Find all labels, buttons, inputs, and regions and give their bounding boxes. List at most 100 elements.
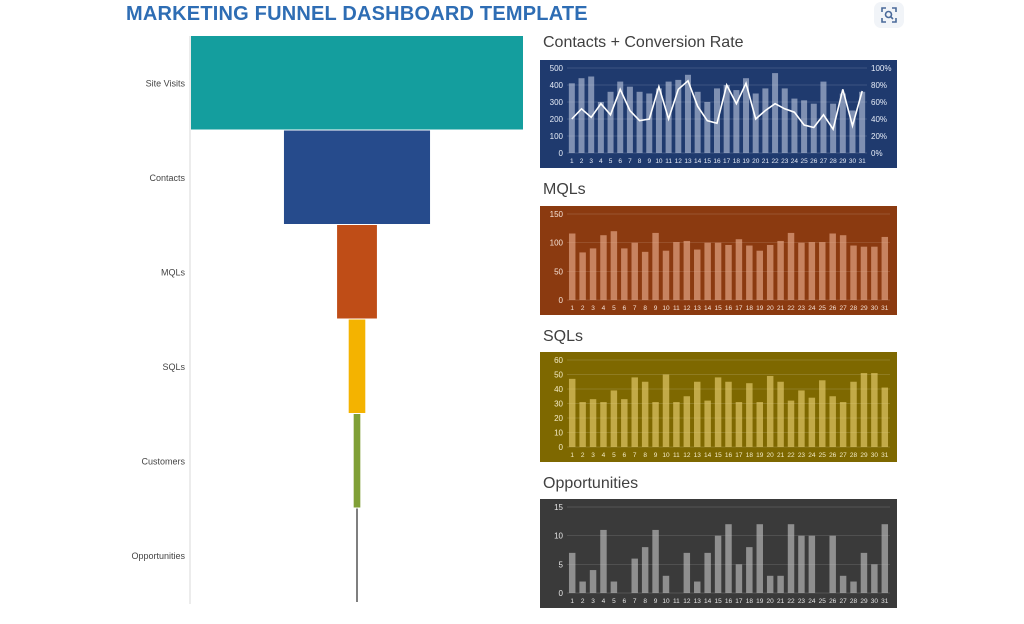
x-tick-label: 31 bbox=[881, 452, 889, 459]
x-tick-label: 28 bbox=[830, 158, 838, 165]
funnel-bar bbox=[356, 508, 358, 602]
x-tick-label: 21 bbox=[777, 305, 785, 312]
x-tick-label: 14 bbox=[704, 452, 712, 459]
y2-tick-label: 80% bbox=[871, 81, 887, 90]
bar bbox=[636, 91, 643, 153]
bar bbox=[798, 535, 805, 593]
bar bbox=[631, 377, 638, 447]
x-tick-label: 17 bbox=[735, 598, 743, 605]
x-tick-label: 4 bbox=[599, 158, 603, 165]
bar bbox=[850, 245, 857, 300]
x-tick-label: 30 bbox=[871, 598, 879, 605]
x-tick-label: 15 bbox=[704, 158, 712, 165]
y-tick-label: 500 bbox=[550, 64, 564, 73]
x-tick-label: 21 bbox=[777, 598, 785, 605]
bar bbox=[871, 246, 878, 300]
bar bbox=[762, 88, 769, 153]
x-tick-label: 16 bbox=[713, 158, 721, 165]
x-tick-label: 29 bbox=[860, 305, 868, 312]
x-tick-label: 13 bbox=[684, 158, 692, 165]
x-tick-label: 19 bbox=[756, 598, 764, 605]
x-tick-label: 2 bbox=[581, 598, 585, 605]
y-tick-label: 0 bbox=[559, 149, 564, 158]
x-tick-label: 28 bbox=[850, 452, 858, 459]
x-tick-label: 6 bbox=[622, 305, 626, 312]
bar bbox=[859, 91, 866, 153]
bar bbox=[839, 575, 847, 593]
bar bbox=[694, 581, 701, 593]
funnel-bar bbox=[283, 130, 431, 224]
x-tick-label: 4 bbox=[602, 452, 606, 459]
bar bbox=[860, 373, 868, 447]
bar bbox=[631, 242, 638, 300]
x-tick-label: 1 bbox=[570, 305, 574, 312]
y-tick-label: 50 bbox=[554, 371, 563, 380]
mqls-chart-title: MQLs bbox=[543, 181, 586, 198]
x-tick-label: 19 bbox=[756, 305, 764, 312]
x-tick-label: 17 bbox=[723, 158, 731, 165]
x-tick-label: 17 bbox=[735, 305, 743, 312]
y2-tick-label: 40% bbox=[871, 115, 887, 124]
bar bbox=[641, 251, 649, 300]
bar bbox=[631, 558, 638, 593]
funnel-bar bbox=[353, 414, 361, 508]
bar bbox=[787, 400, 795, 447]
x-tick-label: 6 bbox=[618, 158, 622, 165]
x-tick-label: 2 bbox=[580, 158, 584, 165]
x-tick-label: 17 bbox=[735, 452, 743, 459]
x-tick-label: 5 bbox=[612, 598, 616, 605]
x-tick-label: 14 bbox=[694, 158, 702, 165]
funnel-label-mqls: MQLs bbox=[161, 267, 186, 277]
x-tick-label: 6 bbox=[622, 598, 626, 605]
x-tick-label: 5 bbox=[612, 452, 616, 459]
x-tick-label: 14 bbox=[704, 305, 712, 312]
x-tick-label: 23 bbox=[798, 452, 806, 459]
x-tick-label: 23 bbox=[798, 305, 806, 312]
x-tick-label: 6 bbox=[622, 452, 626, 459]
bar bbox=[725, 244, 732, 300]
image-search-button[interactable] bbox=[874, 2, 904, 28]
bar bbox=[756, 524, 763, 593]
bar bbox=[694, 91, 701, 153]
x-tick-label: 19 bbox=[756, 452, 764, 459]
x-tick-label: 1 bbox=[570, 598, 574, 605]
bar bbox=[578, 78, 585, 153]
bar bbox=[655, 88, 662, 153]
bar bbox=[839, 93, 846, 153]
bar bbox=[589, 248, 597, 300]
x-tick-label: 2 bbox=[581, 452, 585, 459]
bar bbox=[600, 529, 607, 593]
x-tick-label: 18 bbox=[746, 598, 754, 605]
bar bbox=[746, 383, 753, 447]
bar bbox=[881, 387, 889, 447]
x-tick-label: 9 bbox=[654, 598, 658, 605]
bar bbox=[626, 86, 633, 153]
bar bbox=[589, 399, 597, 447]
x-tick-label: 5 bbox=[609, 158, 613, 165]
x-tick-label: 15 bbox=[714, 305, 722, 312]
x-tick-label: 3 bbox=[591, 452, 595, 459]
bar bbox=[662, 575, 670, 593]
x-tick-label: 29 bbox=[839, 158, 847, 165]
bar bbox=[683, 240, 691, 300]
x-tick-label: 30 bbox=[871, 452, 879, 459]
bar bbox=[839, 235, 847, 300]
bar bbox=[714, 535, 722, 593]
x-tick-label: 13 bbox=[694, 452, 702, 459]
bar bbox=[850, 381, 857, 447]
bar bbox=[714, 242, 722, 300]
bar bbox=[746, 547, 753, 593]
bar bbox=[881, 236, 889, 300]
x-tick-label: 28 bbox=[850, 305, 858, 312]
bar bbox=[871, 564, 878, 593]
x-tick-label: 26 bbox=[829, 305, 837, 312]
y-tick-label: 0 bbox=[559, 443, 564, 452]
bar bbox=[808, 242, 816, 300]
x-tick-label: 19 bbox=[742, 158, 750, 165]
x-tick-label: 29 bbox=[860, 452, 868, 459]
x-tick-label: 16 bbox=[725, 305, 733, 312]
x-tick-label: 8 bbox=[643, 452, 647, 459]
x-tick-label: 5 bbox=[612, 305, 616, 312]
bar bbox=[798, 390, 805, 447]
